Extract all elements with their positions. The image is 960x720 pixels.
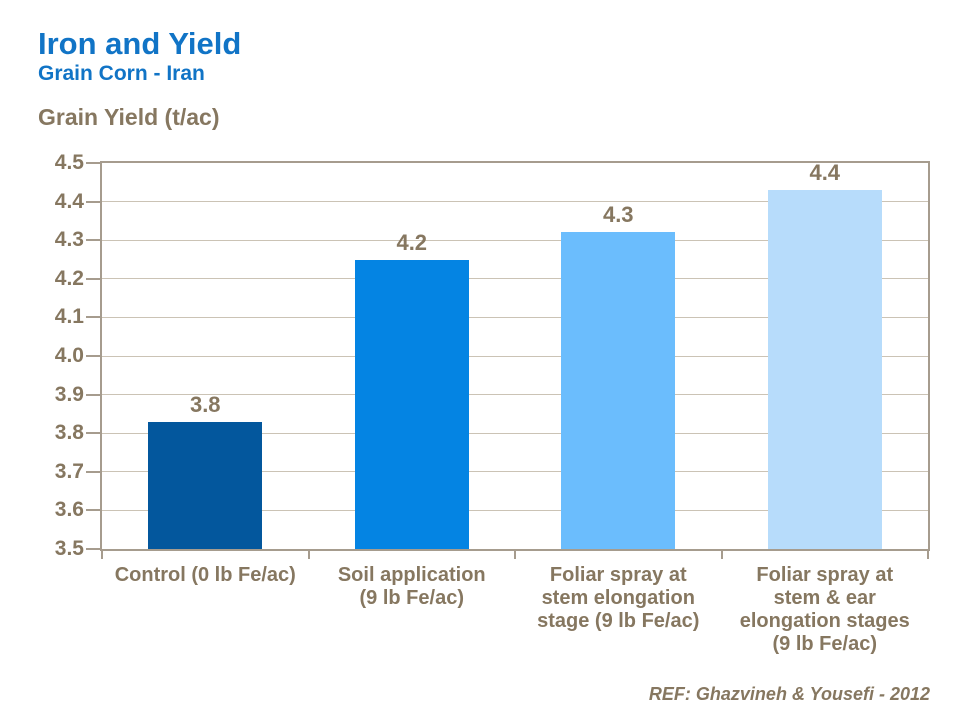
y-tick-mark (86, 355, 101, 357)
y-tick-mark (86, 162, 101, 164)
x-category-label: Control (0 lb Fe/ac) (114, 564, 296, 586)
bar-2 (354, 259, 469, 549)
y-tick-mark (86, 432, 101, 435)
y-tick-label: 4.1 (54, 305, 84, 329)
y-tick-mark (86, 239, 101, 242)
gridline (102, 432, 928, 434)
y-tick-label: 4.3 (54, 228, 84, 252)
x-tick-mark (720, 551, 723, 559)
y-axis-title: Grain Yield (t/ac) (38, 104, 220, 130)
y-tick-mark (86, 277, 101, 280)
gridline (102, 355, 928, 357)
gridline (102, 471, 928, 473)
y-tick-mark (86, 393, 101, 396)
bar-value-label: 3.8 (189, 391, 221, 417)
y-tick-label: 3.7 (54, 459, 84, 483)
bar-value-label: 4.4 (809, 160, 841, 186)
reference-text: REF: Ghazvineh & Yousefi - 2012 (648, 684, 930, 704)
x-tick-mark (514, 551, 516, 559)
y-tick-label: 3.9 (54, 382, 84, 406)
chart-subtitle: Grain Corn - Iran (38, 62, 205, 85)
y-tick-mark (86, 200, 101, 203)
gridline (102, 394, 928, 396)
bar-3 (561, 232, 676, 549)
x-category-label: Foliar spray at stem elongation stage (9… (537, 564, 700, 632)
chart-title: Iron and Yield (38, 26, 242, 61)
y-tick-label: 4.2 (54, 266, 84, 290)
y-tick-mark (86, 316, 101, 319)
x-category-label: Foliar spray at stem & ear elongation st… (739, 564, 910, 655)
x-category-label: Soil application (9 lb Fe/ac) (337, 564, 486, 609)
y-tick-label: 4.4 (54, 189, 84, 213)
gridline (102, 239, 928, 241)
y-tick-label: 4.0 (54, 344, 84, 367)
gridline (102, 509, 928, 511)
y-tick-label: 3.5 (54, 537, 84, 560)
bar-4 (767, 190, 882, 549)
x-tick-mark (927, 551, 929, 559)
y-tick-label: 4.5 (54, 151, 84, 174)
gridline (102, 316, 928, 318)
bar-value-label: 4.3 (602, 202, 634, 228)
y-tick-mark (86, 470, 101, 473)
y-tick-label: 3.8 (54, 421, 84, 445)
x-tick-mark (307, 551, 310, 559)
gridline (102, 201, 928, 203)
bar-value-label: 4.2 (396, 229, 428, 255)
gridline (102, 278, 928, 280)
y-tick-mark (86, 548, 101, 550)
x-tick-mark (101, 551, 103, 559)
plot-area (100, 161, 930, 551)
bar-1 (148, 421, 263, 549)
y-tick-mark (86, 509, 101, 512)
y-tick-label: 3.6 (54, 498, 84, 522)
